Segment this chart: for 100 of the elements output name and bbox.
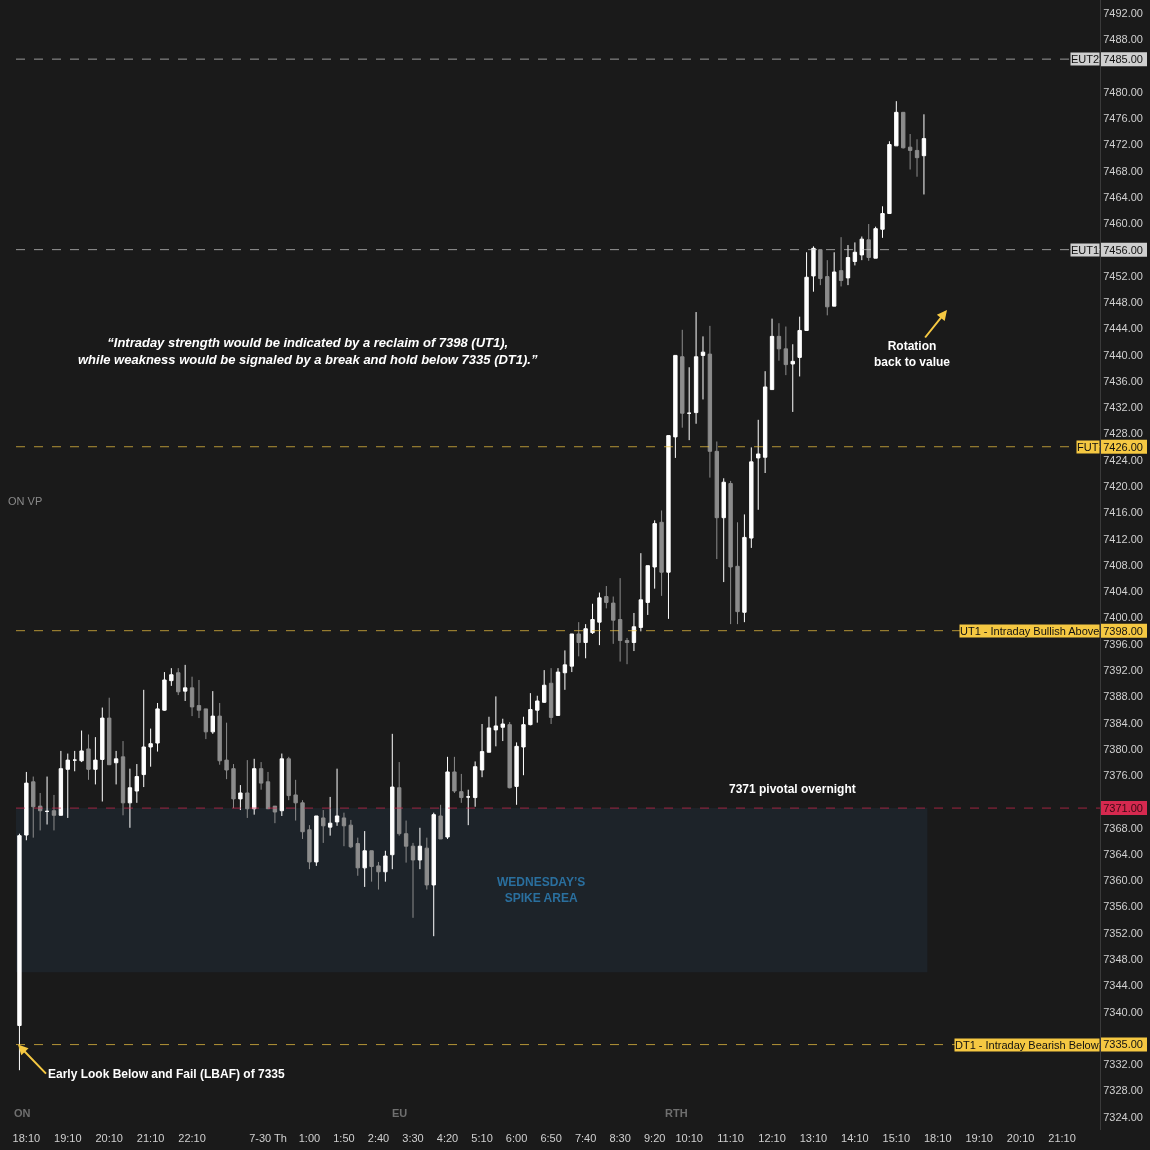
candlestick	[811, 245, 816, 293]
candlestick	[258, 761, 264, 791]
candlestick	[631, 612, 637, 652]
ref-line-label: UT1 - Intraday Bullish Above	[960, 625, 1100, 637]
candlestick	[307, 824, 312, 870]
candlestick	[231, 763, 236, 809]
y-tick-label: 7328.00	[1103, 1084, 1143, 1097]
y-tick-label: 7432.00	[1103, 401, 1143, 414]
candlestick	[459, 773, 464, 804]
y-tick-label: 7476.00	[1103, 112, 1143, 125]
candlestick	[327, 796, 333, 837]
y-tick-label: 7388.00	[1103, 690, 1143, 703]
y-tick-label: 7344.00	[1103, 979, 1143, 992]
candlestick	[569, 633, 574, 673]
candlestick	[611, 596, 616, 645]
y-tick-label: 7392.00	[1103, 663, 1143, 676]
y-tick-label: 7448.00	[1103, 296, 1143, 309]
candlestick	[203, 708, 209, 740]
x-tick-label: 20:10	[95, 1132, 123, 1144]
candlestick	[217, 702, 222, 766]
y-tick-label: 7380.00	[1103, 742, 1143, 755]
y-tick-label: 7456.00	[1103, 243, 1143, 256]
y-tick-label: 7452.00	[1103, 269, 1143, 282]
y-tick-label: 7480.00	[1103, 85, 1143, 98]
annotation: ON VP	[8, 495, 43, 507]
x-tick-label: 5:10	[471, 1132, 493, 1144]
ref-line-label: EUT2	[1071, 53, 1100, 65]
candlestick	[348, 819, 354, 849]
candlestick	[410, 842, 416, 919]
candlestick	[245, 759, 250, 819]
candlestick	[162, 671, 167, 712]
y-tick-label: 7371.00	[1103, 801, 1143, 814]
candlestick	[790, 343, 795, 413]
candlestick	[452, 756, 457, 794]
x-tick-label: 18:10	[923, 1132, 952, 1144]
candlestick	[17, 833, 22, 1071]
y-tick-label: 7426.00	[1103, 440, 1143, 453]
candlestick	[845, 244, 851, 286]
y-tick-label: 7488.00	[1103, 33, 1143, 46]
candlestick	[742, 513, 747, 623]
candlestick	[714, 440, 719, 560]
candlestick	[707, 325, 713, 479]
candlestick	[127, 768, 133, 829]
candlestick	[887, 140, 892, 215]
ref-line-label: EUT1	[1071, 244, 1100, 256]
y-tick-label: 7376.00	[1103, 769, 1143, 782]
y-tick-label: 7436.00	[1103, 374, 1143, 387]
candlestick	[804, 251, 809, 331]
y-tick-label: 7472.00	[1103, 138, 1143, 151]
candlestick	[624, 637, 630, 665]
candlestick	[873, 226, 878, 259]
candlestick	[535, 695, 540, 724]
y-tick-label: 7324.00	[1103, 1110, 1143, 1123]
candlestick	[148, 728, 153, 768]
annotation: Early Look Below and Fail (LBAF) of 7335	[48, 1067, 286, 1081]
y-tick-label: 7332.00	[1103, 1058, 1143, 1071]
candlestick	[762, 370, 768, 474]
candlestick	[376, 861, 381, 891]
y-tick-label: 7384.00	[1103, 716, 1143, 729]
candlestick	[576, 621, 581, 657]
candlestick	[652, 519, 657, 590]
candlestick	[31, 776, 36, 839]
candlestick	[894, 100, 899, 147]
candlestick	[210, 690, 215, 735]
candlestick	[79, 730, 84, 763]
y-tick-label: 7404.00	[1103, 585, 1143, 598]
x-tick-label: 12:10	[758, 1132, 786, 1144]
candlestick	[403, 820, 409, 864]
candlestick	[196, 679, 202, 719]
candlestick	[756, 419, 761, 511]
candlestick	[300, 799, 305, 840]
y-tick-label: 7444.00	[1103, 322, 1143, 335]
x-tick-label: 3:30	[402, 1132, 424, 1144]
x-tick-label: 11:10	[717, 1132, 744, 1144]
y-tick-label: 7460.00	[1103, 217, 1143, 230]
candlestick	[252, 758, 257, 816]
y-tick-label: 7412.00	[1103, 532, 1143, 545]
candlestick	[479, 723, 485, 778]
candlestick	[86, 734, 91, 781]
candlestick	[680, 329, 685, 429]
candlestick	[528, 692, 533, 726]
y-tick-label: 7416.00	[1103, 506, 1143, 519]
candlestick	[431, 812, 436, 937]
x-tick-label: 7-30 Th	[249, 1132, 287, 1144]
candlestick	[189, 676, 195, 717]
candlestick	[383, 850, 388, 883]
x-tick-label: 18:10	[12, 1132, 41, 1144]
candlestick	[825, 259, 830, 316]
annotation: ON	[14, 1107, 31, 1119]
candlestick	[866, 223, 871, 262]
candlestick	[604, 585, 609, 609]
y-tick-label: 7335.00	[1103, 1038, 1143, 1051]
annotation: 7371 pivotal overnight	[729, 782, 856, 796]
y-tick-label: 7400.00	[1103, 611, 1143, 624]
x-tick-label: 14:10	[841, 1132, 869, 1144]
y-tick-label: 7428.00	[1103, 427, 1143, 440]
candlestick	[279, 753, 285, 817]
candlestick	[176, 667, 181, 696]
candlestick	[914, 138, 920, 178]
x-tick-label: 8:30	[609, 1132, 631, 1144]
